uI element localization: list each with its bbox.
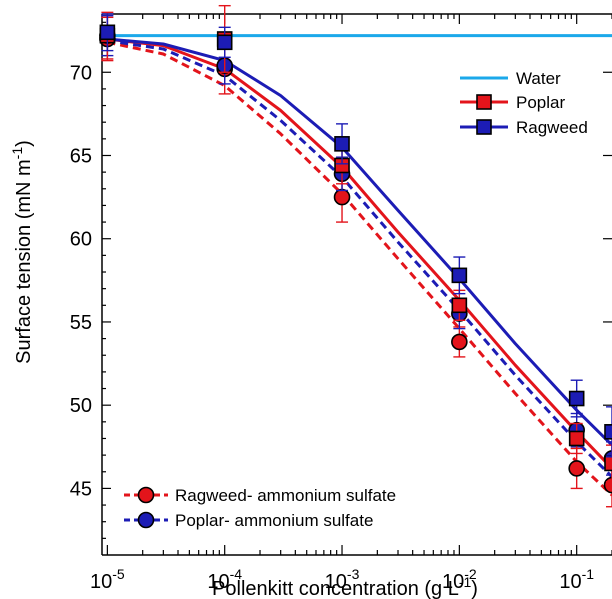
legend-top-right: Water Poplar Ragweed <box>460 69 588 137</box>
y-axis-title-end: ) <box>13 140 35 147</box>
y-tick-label: 50 <box>70 395 92 417</box>
fit-line-poplar-ammonium-sulfate <box>107 39 612 478</box>
data-points <box>99 4 612 508</box>
y-tick-label: 55 <box>70 312 92 334</box>
x-tick-base: 10 <box>325 571 347 593</box>
point-ragweed <box>99 24 116 41</box>
x-tick-label: 10-5 <box>90 566 125 593</box>
point-poplar <box>568 430 585 447</box>
x-tick-base: 10 <box>442 571 464 593</box>
legend-poplar-as-label: Poplar- ammonium sulfate <box>175 511 373 530</box>
x-axis-title: Pollenkitt concentration (g L-1) <box>212 574 478 599</box>
x-tick-exponent: -3 <box>347 566 360 582</box>
legend-ragweed-label: Ragweed <box>516 118 588 137</box>
fit-line-ragweed-ammonium-sulfate <box>107 40 612 497</box>
x-tick-base: 10 <box>90 571 112 593</box>
x-tick-base: 10 <box>207 571 229 593</box>
point-ragweed-ammonium-sulfate <box>603 476 612 494</box>
legend-poplar-label: Poplar <box>516 93 565 112</box>
y-axis-title: Surface tension (mN m-1) <box>9 140 35 364</box>
point-ragweed-ammonium-sulfate <box>451 333 468 351</box>
y-axis-title-main: Surface tension (mN m <box>13 159 35 364</box>
x-axis-title-sup: -1 <box>459 574 472 590</box>
legend-ragweed-as-label: Ragweed- ammonium sulfate <box>175 486 396 505</box>
y-axis-ticks: 45 50 55 60 65 70 <box>70 21 612 539</box>
x-tick-exponent: -1 <box>582 566 595 582</box>
point-ragweed <box>334 136 350 152</box>
x-tick-exponent: -4 <box>230 566 243 582</box>
fit-line-ragweed <box>107 37 612 447</box>
legend-water-label: Water <box>516 69 561 88</box>
point-poplar <box>604 455 612 472</box>
fit-line-poplar <box>107 37 612 470</box>
fit-lines <box>107 34 612 497</box>
plot-frame <box>101 13 612 556</box>
point-ragweed <box>216 34 233 51</box>
legend-poplar-as-marker <box>137 511 155 529</box>
point-poplar <box>451 297 468 314</box>
x-tick-exponent: -2 <box>464 566 477 582</box>
y-axis-title-sup: -1 <box>9 147 25 160</box>
legend-poplar-marker <box>476 94 492 110</box>
legend-ragweed-marker <box>476 119 492 135</box>
point-ragweed <box>604 424 612 440</box>
point-ragweed <box>451 267 468 284</box>
y-tick-label: 45 <box>70 478 92 500</box>
x-tick-label: 10-4 <box>207 566 242 593</box>
point-ragweed <box>568 390 585 407</box>
x-tick-label: 10-2 <box>442 566 477 593</box>
legend-bottom-left: Ragweed- ammonium sulfate Poplar- ammoni… <box>124 486 396 530</box>
x-axis-ticks: 10-5 10-4 10-3 10-2 10-1 <box>90 14 612 593</box>
y-tick-label: 60 <box>70 229 92 251</box>
legend-ragweed-as-marker <box>137 486 155 504</box>
x-tick-exponent: -5 <box>112 566 125 582</box>
point-ragweed-ammonium-sulfate <box>568 460 585 477</box>
x-tick-label: 10-1 <box>559 566 594 593</box>
x-axis-title-main: Pollenkitt concentration (g L <box>212 578 459 599</box>
x-tick-label: 10-3 <box>325 566 360 593</box>
x-tick-base: 10 <box>559 571 581 593</box>
point-ragweed-ammonium-sulfate <box>333 188 351 206</box>
x-axis-title-end: ) <box>471 578 478 599</box>
y-tick-label: 70 <box>70 62 92 84</box>
y-tick-label: 65 <box>70 145 92 167</box>
